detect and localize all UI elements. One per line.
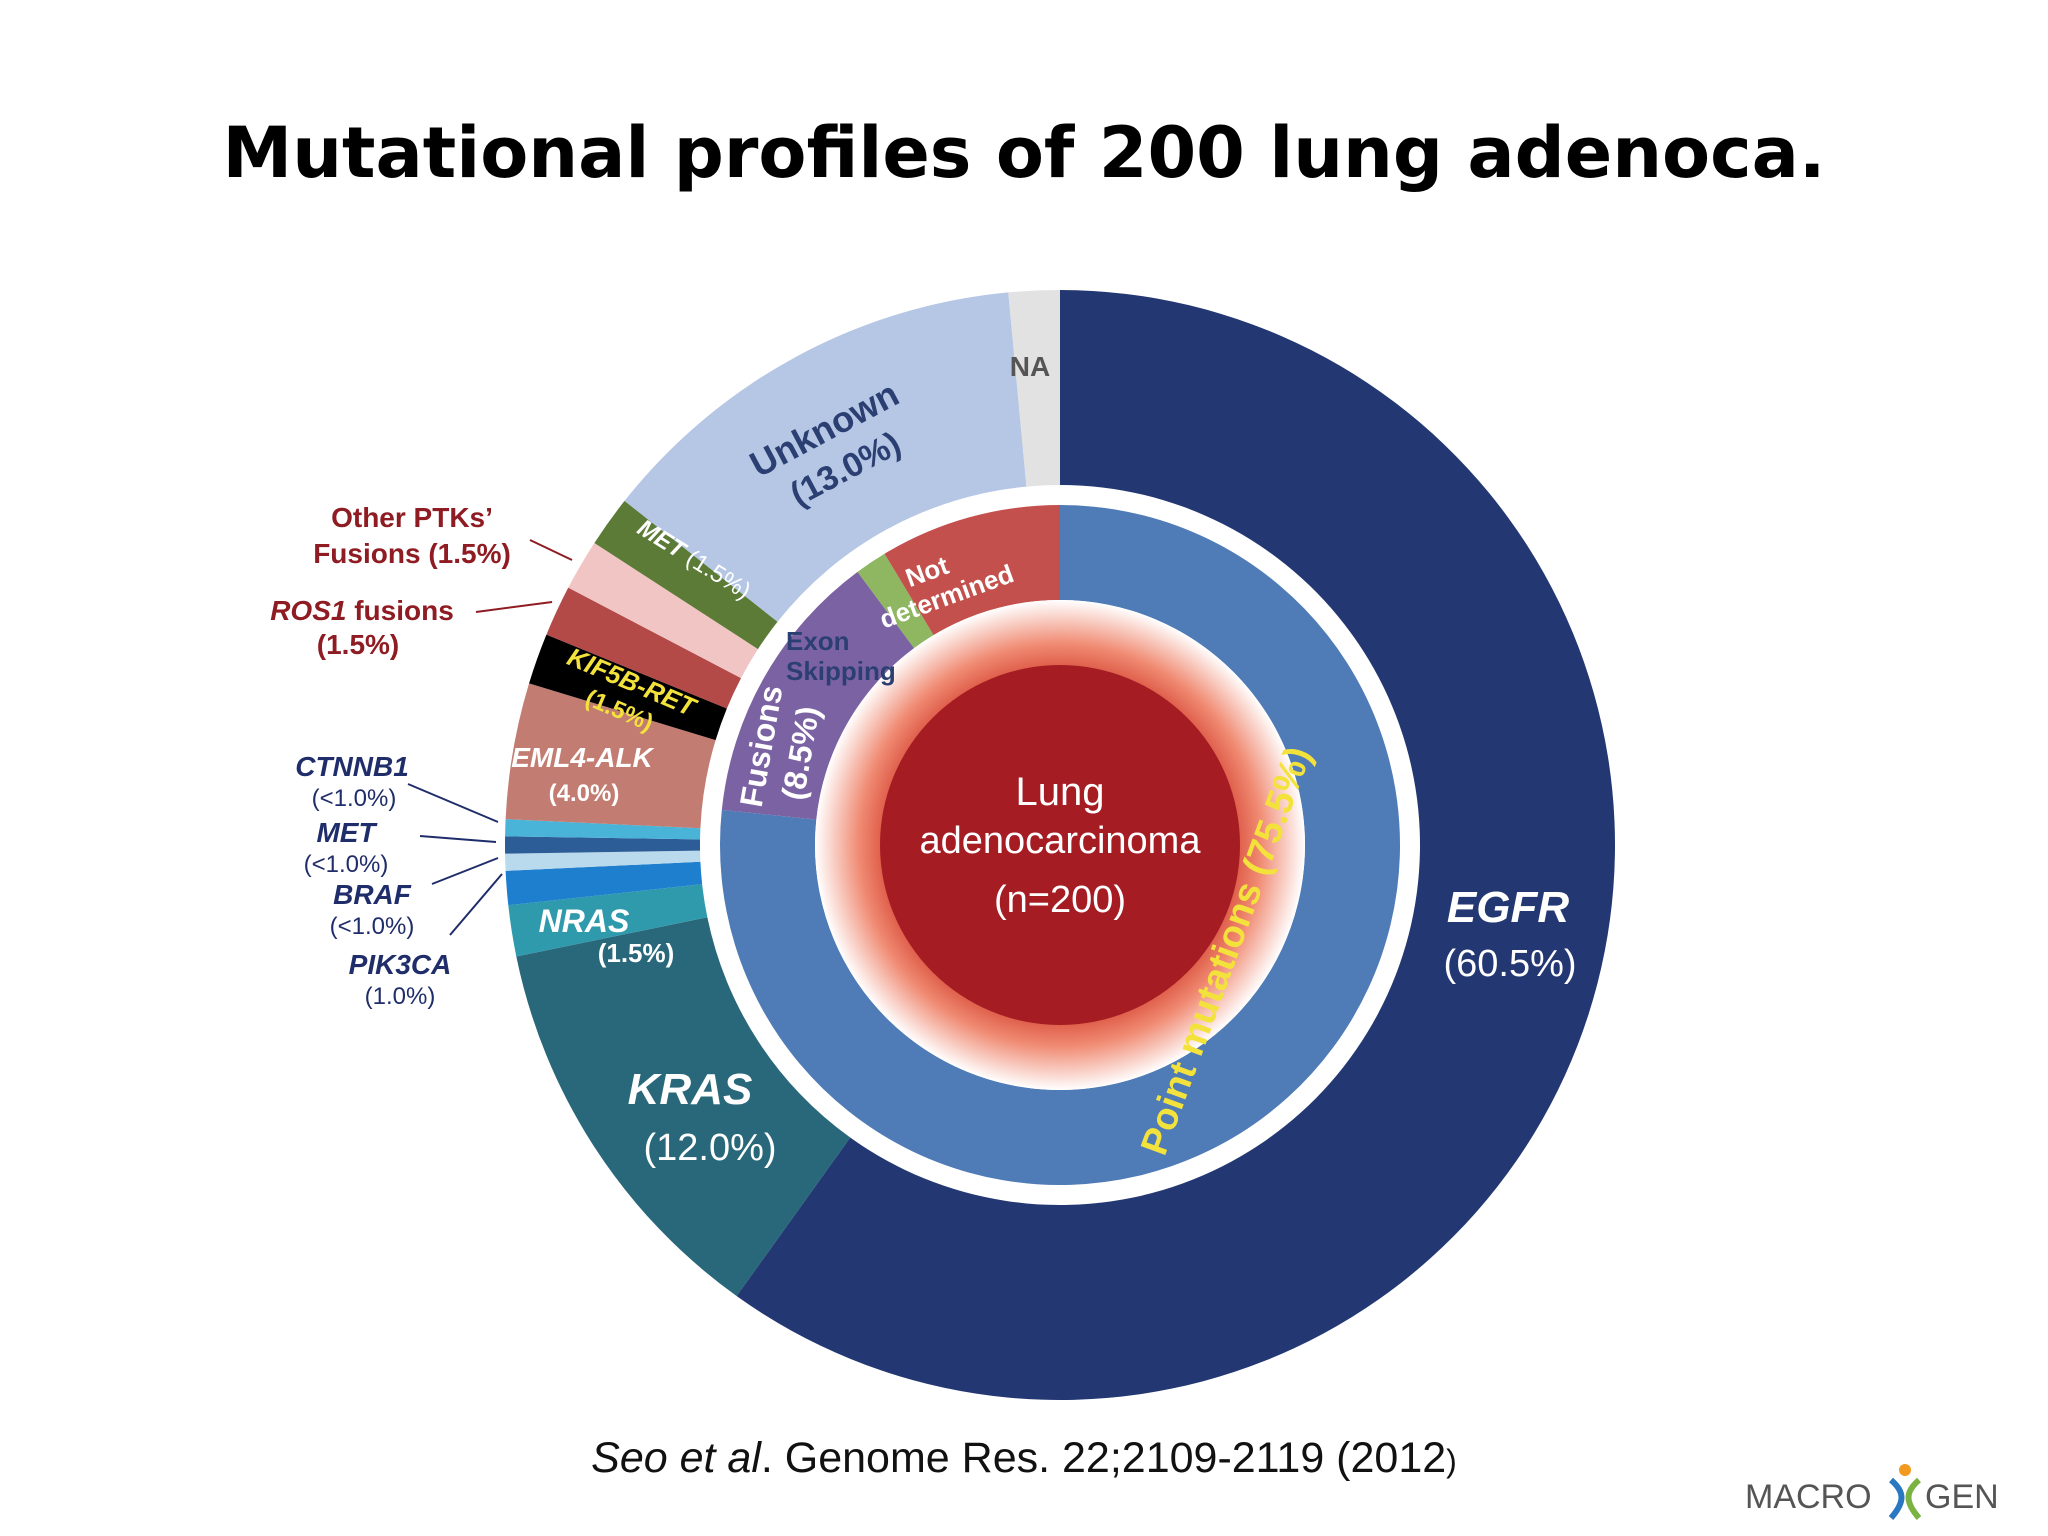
inner-slice-fusions-3 [884,505,1060,636]
outer-slice-pik3ca-3 [505,861,703,906]
citation-authors: Seo et al [591,1434,761,1482]
outer-slice-braf-4 [505,850,701,871]
leader-met-small [419,835,497,843]
ros1-value: (1.5%) [317,629,399,660]
pik3ca-label: PIK3CA [349,949,452,980]
outer-slice-unknown-12 [624,292,1027,622]
logo-figure-icon [1888,1464,1922,1520]
outer-slice-nras-2 [508,884,708,957]
outer-slice-ctnnb1-6 [505,819,701,840]
leader-other-ptks [529,539,573,561]
outer-slice-met-5 [505,836,701,854]
citation-source: . Genome Res. 22;2109-2119 (2012 [760,1434,1447,1482]
egfr-label: EGFR [1447,883,1569,932]
outer-slice-kif5b-ret-8 [529,634,727,741]
ctnnb1-label: CTNNB1 [295,751,409,782]
outer-slice-egfr-0 [736,290,1616,1400]
leader-lines [407,539,573,936]
braf-label: BRAF [333,879,412,910]
braf-value: (<1.0%) [330,913,415,940]
egfr-value: (60.5%) [1443,943,1576,985]
inner-slice-not-determined-1 [721,571,915,820]
outer-slice-ros1-fusions-9 [546,587,742,709]
eml4-alk-value: (4.0%) [549,780,620,807]
outer-ring [505,290,1616,1400]
macrogen-logo: MACRO GEN [1745,1464,1999,1520]
leader-ros1 [475,601,553,613]
kras-label: KRAS [628,1065,753,1114]
center-label-3: (n=200) [994,879,1126,921]
ctnnb1-value: (<1.0%) [312,785,397,812]
outer-slice-na-13 [1008,290,1060,487]
logo-text-right: GEN [1925,1478,1999,1516]
leader-pik3ca [449,873,503,936]
met-small-label: MET [316,817,378,848]
logo-text-left: MACRO [1745,1478,1872,1516]
center-label-2: adenocarcinoma [920,820,1202,862]
exon-skipping-label-1: Exon [786,626,850,656]
chart-title: Mutational profiles of 200 lung adenoca. [222,112,1826,194]
outer-slice-other-ptks-fusions-10 [568,542,758,679]
kras-value: (12.0%) [643,1127,776,1169]
nras-label: NRAS [539,903,630,939]
other-ptks-value: Fusions (1.5%) [313,538,511,569]
inner-slice-exon-skipping-2 [857,553,934,649]
exon-skipping-label-2: Skipping [786,656,896,686]
ros1-label: ROS1 fusions [270,595,454,626]
center-label-1: Lung [1016,770,1105,814]
leader-ctnnb1 [407,783,499,823]
met-small-value: (<1.0%) [304,851,389,878]
outer-slice-met-11 [594,500,778,650]
na-label: NA [1010,351,1050,382]
inner-ring [719,505,1400,1185]
outer-slice-kras-1 [516,917,851,1297]
other-ptks-label: Other PTKs’ [331,502,493,533]
pik3ca-value: (1.0%) [365,983,436,1010]
eml4-alk-label: EML4-ALK [511,742,654,773]
center-circle [880,665,1240,1025]
nras-value: (1.5%) [598,938,675,968]
outer-slice-eml4-alk-7 [505,683,716,829]
citation: Seo et al. Genome Res. 22;2109-2119 (201… [0,1434,2048,1483]
citation-close: ) [1446,1443,1457,1479]
leader-braf [431,857,499,885]
